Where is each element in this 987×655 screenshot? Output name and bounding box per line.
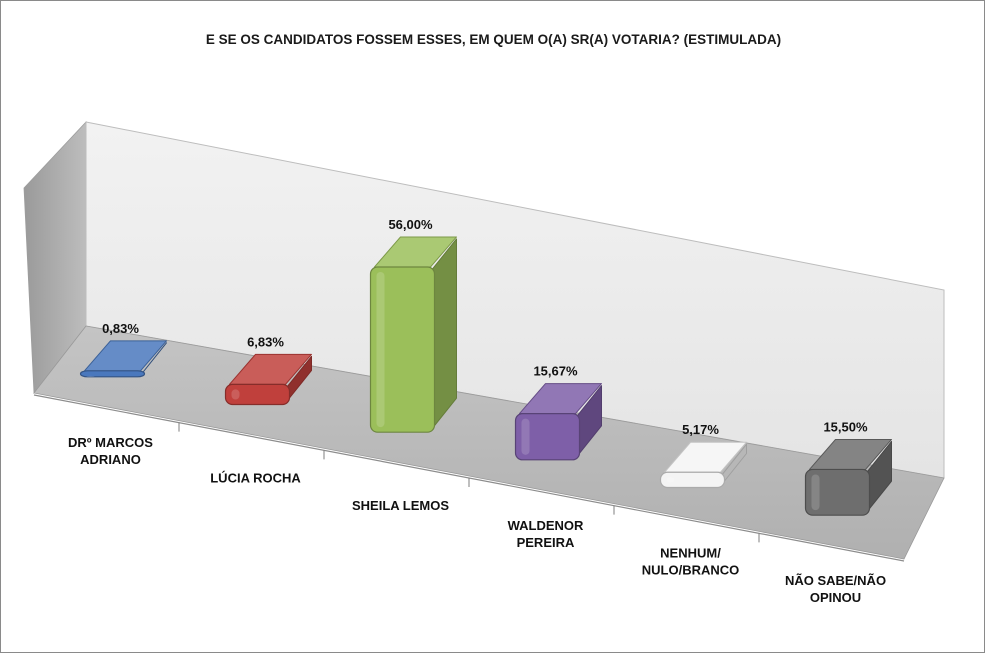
bar <box>514 383 602 461</box>
bars <box>79 236 892 516</box>
bar-front-face <box>369 266 436 433</box>
chart-title: E SE OS CANDIDATOS FOSSEM ESSES, EM QUEM… <box>205 32 782 47</box>
bar-highlight <box>86 375 95 377</box>
category-label: WALDENOR PEREIRA <box>508 518 584 550</box>
category-label: SHEILA LEMOS <box>352 498 449 513</box>
bar-front-face <box>514 413 581 461</box>
bar-front-face <box>224 383 291 406</box>
bar-highlight <box>231 389 240 400</box>
bar <box>659 441 747 489</box>
labels: 0,83% DRº MARCOS ADRIANO 6,83% LÚCIA ROCHA 56… <box>68 217 886 605</box>
data-label: 15,50% <box>823 419 868 434</box>
data-label: 6,83% <box>247 334 284 349</box>
bar-front-face <box>659 471 726 489</box>
data-label: 0,83% <box>102 321 139 336</box>
bar-side-face <box>142 342 167 374</box>
bar-front-face <box>79 370 146 378</box>
bar-highlight <box>376 271 385 428</box>
data-label: 15,67% <box>533 364 578 379</box>
category-label: DRº MARCOS ADRIANO <box>68 435 153 467</box>
category-ticks <box>178 422 760 543</box>
bar <box>224 353 312 406</box>
data-label: 56,00% <box>388 217 433 232</box>
category-label: LÚCIA ROCHA <box>210 471 301 486</box>
data-label: 5,17% <box>682 422 719 437</box>
bar <box>369 236 457 433</box>
bar-highlight <box>811 474 820 511</box>
bar-front-face <box>804 468 871 516</box>
category-label: NÃO SABE/NÃO OPINOU <box>785 573 886 605</box>
bar-side-face <box>432 238 457 429</box>
bar-highlight <box>521 418 530 455</box>
bar <box>79 340 167 378</box>
bar-highlight <box>666 477 675 483</box>
category-label: NENHUM/NULO/BRANCO <box>642 546 740 578</box>
bar <box>804 438 892 516</box>
